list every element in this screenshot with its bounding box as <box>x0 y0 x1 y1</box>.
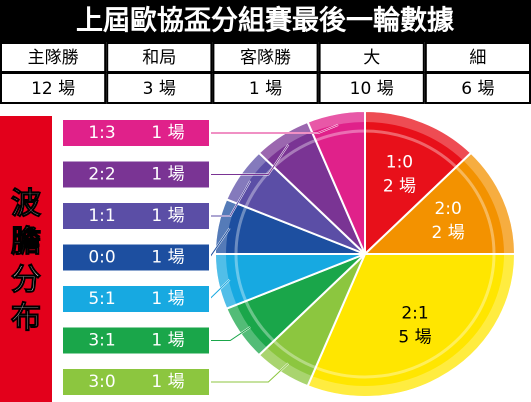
leader-line <box>210 363 289 383</box>
pie-slice <box>306 109 366 255</box>
cell-value: 3 場 <box>143 79 176 99</box>
pie-slice <box>362 151 517 255</box>
side-char: 布 <box>11 301 41 336</box>
box-category: 1:3 <box>88 123 115 143</box>
box-value-label: 1 場 <box>151 372 184 392</box>
title-bar <box>0 0 531 42</box>
column-header: 客隊勝 <box>240 48 291 68</box>
column-header: 大 <box>363 48 380 68</box>
pie-slice <box>364 109 473 257</box>
slice-value-label: 2 場 <box>383 177 416 197</box>
box-category: 1:1 <box>88 206 115 226</box>
pie-slice <box>306 253 517 398</box>
table-cell <box>0 72 107 104</box>
table-cell <box>106 42 213 73</box>
table-cell <box>106 72 213 104</box>
leader-line <box>210 124 339 134</box>
column-header: 細 <box>469 48 486 68</box>
column-header: 主隊勝 <box>28 48 79 68</box>
leader-line <box>210 144 289 175</box>
side-char: 波 <box>11 187 42 222</box>
table-cell <box>424 72 531 104</box>
slice-category: 1:0 <box>386 153 413 173</box>
box-value-label: 1 場 <box>151 165 184 185</box>
pie-rim <box>234 129 496 379</box>
pie-edge <box>216 112 514 396</box>
table-cell <box>318 42 425 73</box>
leader-line <box>210 326 251 341</box>
slice-value-label: 2 場 <box>432 223 465 243</box>
title: 上屆歐協盃分組賽最後一輪數據 <box>76 5 455 37</box>
cell-value: 10 場 <box>350 79 394 99</box>
table: 主隊勝 12 場 和局 3 場 客隊勝 1 場 大 10 場 細 6 場 <box>0 42 531 104</box>
table-cell <box>212 42 319 73</box>
cell-value: 6 場 <box>461 79 494 99</box>
slice-category: 2:1 <box>401 303 428 323</box>
label-box <box>61 118 211 148</box>
box-value-label: 1 場 <box>151 123 184 143</box>
box-value-label: 1 場 <box>151 206 184 226</box>
box-category: 3:0 <box>88 372 115 392</box>
slice-category: 2:0 <box>434 199 461 219</box>
box-category: 3:1 <box>88 331 115 351</box>
table-cell <box>212 72 319 104</box>
box-category: 2:2 <box>88 165 115 185</box>
label-box <box>61 159 211 190</box>
label-box <box>61 201 211 231</box>
cell-value: 1 場 <box>249 79 282 99</box>
label-box <box>61 325 211 356</box>
box-value-label: 1 場 <box>151 289 184 309</box>
pie: 1:0 2 場 2:0 2 場 2:1 5 場 1:3 1 場 2:2 1 場 1:1 1 場 0:0 1… <box>61 109 517 398</box>
side-bar <box>0 116 52 402</box>
slice-value-label: 5 場 <box>398 327 431 347</box>
side-char: 分 <box>11 263 41 298</box>
column-header: 和局 <box>142 48 176 68</box>
box-value-label: 1 場 <box>151 248 184 268</box>
leader-line <box>210 180 251 217</box>
cell-value: 12 場 <box>31 79 75 99</box>
label-box <box>61 367 211 397</box>
box-value-label: 1 場 <box>151 331 184 351</box>
label-box <box>61 242 211 273</box>
side-char: 膽 <box>11 225 41 260</box>
label-box <box>61 284 211 314</box>
box-category: 5:1 <box>88 289 115 309</box>
table-cell <box>318 72 425 104</box>
box-category: 0:0 <box>88 248 115 268</box>
